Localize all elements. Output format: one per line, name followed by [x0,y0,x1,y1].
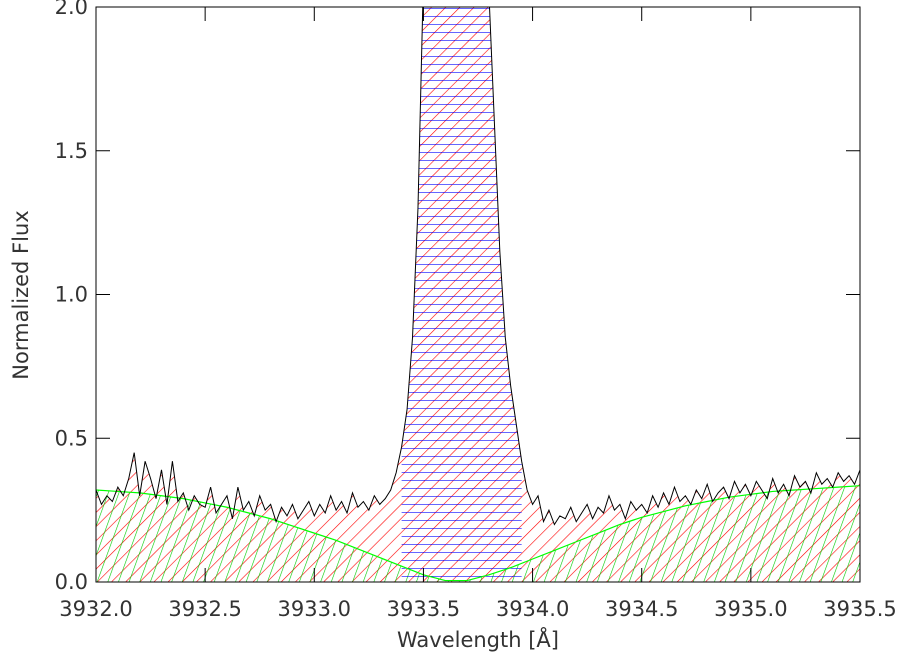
x-tick-label: 3935.0 [714,597,787,621]
x-tick-label: 3933.0 [278,597,351,621]
integration-area [401,7,522,582]
x-tick-label: 3934.5 [605,597,678,621]
y-tick-label: 0.5 [55,426,88,450]
x-tick-label: 3933.5 [387,597,460,621]
x-tick-label: 3934.0 [496,597,569,621]
y-tick-label: 1.5 [55,139,88,163]
x-axis-label: Wavelength [Å] [397,626,559,652]
x-tick-label: 3932.5 [168,597,241,621]
line [96,7,860,526]
x-tick-label: 3935.5 [823,597,896,621]
y-tick-label: 2.0 [55,0,88,19]
plot-area [96,7,860,582]
x-tick-label: 3932.0 [59,597,132,621]
y-tick-label: 1.0 [55,283,88,307]
integration-region [401,7,522,582]
hatched-area [96,485,860,582]
y-tick-label: 0.0 [55,570,88,594]
y-axis-label: Normalized Flux [9,210,33,379]
line [96,485,860,582]
